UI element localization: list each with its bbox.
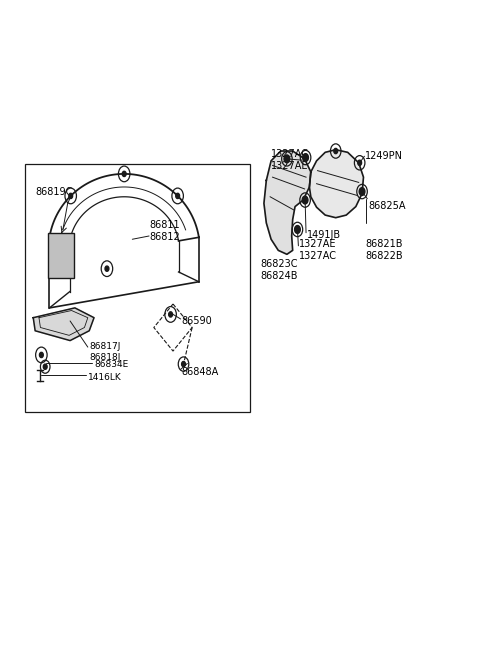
Text: 86834E: 86834E — [94, 360, 128, 369]
Circle shape — [358, 160, 361, 166]
Text: 86821B
86822B: 86821B 86822B — [365, 239, 403, 261]
Text: 86590: 86590 — [181, 316, 212, 326]
Circle shape — [360, 189, 364, 194]
Circle shape — [359, 187, 365, 195]
Text: 1249PN: 1249PN — [365, 151, 403, 161]
Circle shape — [334, 149, 337, 154]
Text: 86825A: 86825A — [368, 201, 406, 211]
Circle shape — [168, 312, 172, 317]
Circle shape — [122, 172, 126, 176]
Circle shape — [176, 193, 180, 198]
Bar — [48, 233, 74, 278]
Text: 1327AC
1327AE: 1327AC 1327AE — [271, 149, 309, 171]
Circle shape — [39, 352, 43, 358]
Circle shape — [303, 154, 309, 162]
Circle shape — [302, 196, 308, 204]
Circle shape — [181, 362, 185, 367]
Text: 86811
86812: 86811 86812 — [149, 220, 180, 242]
Bar — [24, 164, 250, 413]
Circle shape — [303, 197, 307, 202]
Circle shape — [43, 364, 47, 369]
Text: 86819C: 86819C — [36, 187, 73, 196]
Text: 86823C
86824B: 86823C 86824B — [261, 259, 298, 281]
Text: 1491JB: 1491JB — [307, 231, 341, 240]
Polygon shape — [264, 151, 311, 254]
Circle shape — [285, 157, 289, 162]
Circle shape — [296, 227, 300, 232]
Circle shape — [304, 155, 308, 160]
Text: 86848A: 86848A — [181, 367, 219, 377]
Polygon shape — [33, 308, 94, 341]
Circle shape — [295, 225, 300, 233]
Polygon shape — [310, 150, 363, 217]
Circle shape — [284, 155, 290, 163]
Text: 86817J
86818J: 86817J 86818J — [89, 343, 120, 362]
Text: 1327AE
1327AC: 1327AE 1327AC — [300, 239, 337, 261]
Circle shape — [105, 266, 109, 271]
Circle shape — [69, 193, 72, 198]
Text: 1416LK: 1416LK — [88, 373, 121, 382]
